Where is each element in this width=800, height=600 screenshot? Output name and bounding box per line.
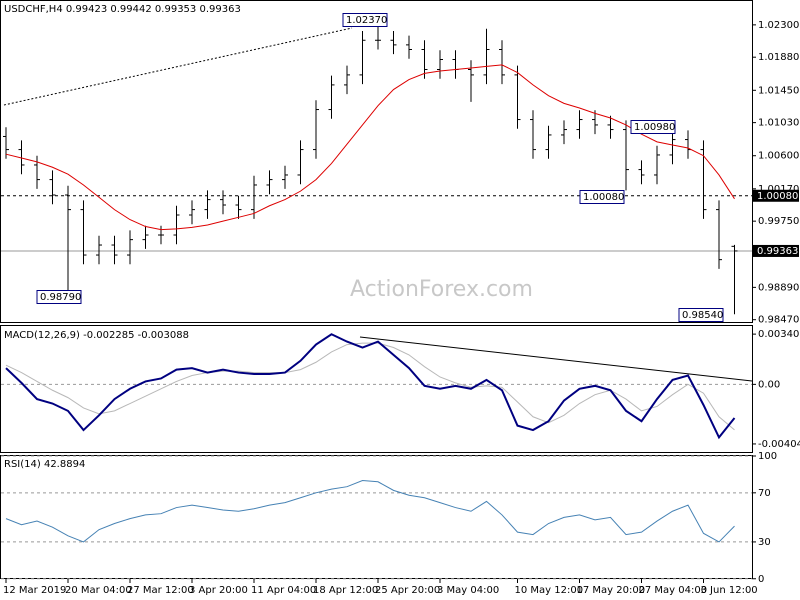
- watermark: ActionForex.com: [350, 277, 533, 302]
- annotation: 1.02370: [346, 15, 387, 26]
- x-tick-label: 12 Mar 2019: [3, 585, 66, 596]
- level-tag: [753, 244, 799, 257]
- rsi-label: RSI(14) 42.8894: [4, 459, 85, 470]
- x-tick-label: 3 Jun 12:00: [701, 585, 758, 596]
- rsi-line: [5, 480, 735, 543]
- y-tick-label: 1.02300: [758, 20, 799, 31]
- macd-trend-line: [359, 336, 753, 382]
- y-tick-label: 0.98470: [758, 315, 799, 326]
- annotation-box: [579, 190, 625, 204]
- chart-title: USDCHF,H4 0.99423 0.99442 0.99353 0.9936…: [4, 4, 241, 15]
- y-tick-label: 1.01030: [758, 118, 799, 129]
- x-tick-label: 17 May 20:00: [577, 585, 646, 596]
- y-tick-label: 30: [758, 537, 771, 548]
- y-tick-label: 70: [758, 488, 771, 499]
- rsi-panel: [0, 455, 753, 579]
- annotation: 0.98540: [682, 310, 723, 321]
- y-tick-label: 0.003409: [758, 329, 800, 340]
- annotation-box: [36, 290, 82, 304]
- annotation-box: [630, 120, 676, 134]
- x-tick-label: 3 Apr 20:00: [189, 585, 248, 596]
- x-tick-label: 27 May 04:00: [639, 585, 708, 596]
- annotation: 1.00080: [583, 192, 624, 203]
- level-tag: [753, 189, 799, 202]
- y-tick-label: -0.004043: [758, 439, 800, 450]
- y-tick-label: 1.00600: [758, 151, 799, 162]
- y-tick-label: 1.01880: [758, 52, 799, 63]
- x-tick-label: 27 Mar 12:00: [127, 585, 194, 596]
- macd-main: [5, 333, 736, 440]
- y-tick-label: 0.00: [758, 379, 780, 390]
- y-tick-label: 1.01450: [758, 85, 799, 96]
- macd-label: MACD(12,26,9) -0.002285 -0.003088: [4, 330, 189, 341]
- x-tick-label: 18 Apr 12:00: [313, 585, 378, 596]
- y-tick-label: 1.00170: [758, 184, 799, 195]
- trend-line: [3, 27, 353, 106]
- level-label: 0.99363: [757, 246, 798, 257]
- x-tick-label: 25 Apr 20:00: [375, 585, 440, 596]
- level-label: 1.00080: [757, 191, 798, 202]
- macd-panel: [0, 325, 753, 453]
- annotation-box: [678, 308, 724, 322]
- main-panel: [0, 0, 753, 323]
- macd-signal: [5, 342, 735, 431]
- y-tick-label: 0.99750: [758, 216, 799, 227]
- x-tick-label: 20 Mar 04:00: [65, 585, 132, 596]
- annotation: 1.00980: [634, 122, 675, 133]
- x-tick-label: 11 Apr 04:00: [251, 585, 316, 596]
- x-tick-label: 10 May 12:00: [515, 585, 584, 596]
- annotation-box: [342, 13, 388, 27]
- y-tick-label: 100: [758, 451, 777, 462]
- y-tick-label: 0.98890: [758, 282, 799, 293]
- annotation: 0.98790: [40, 292, 81, 303]
- moving-average: [5, 64, 735, 231]
- y-tick-label: 0: [758, 574, 764, 585]
- x-tick-label: 3 May 04:00: [437, 585, 499, 596]
